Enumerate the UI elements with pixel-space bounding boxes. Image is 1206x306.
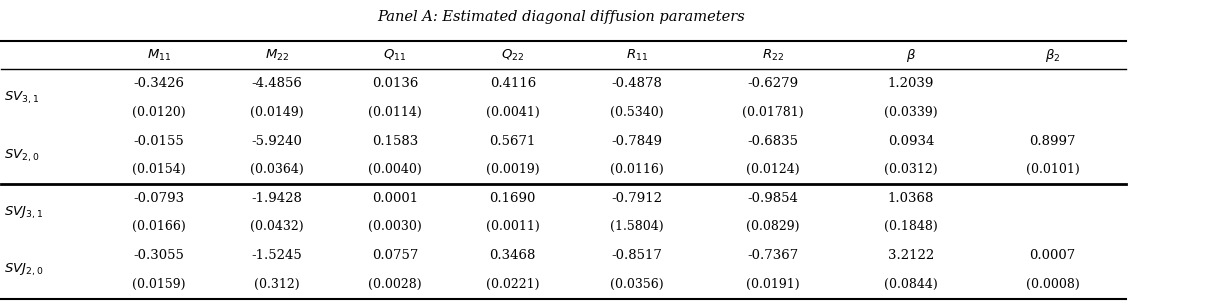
- Text: $SVJ_{3,1}$: $SVJ_{3,1}$: [4, 204, 43, 221]
- Text: (0.0339): (0.0339): [884, 106, 938, 119]
- Text: (0.0364): (0.0364): [250, 163, 304, 176]
- Text: $M_{22}$: $M_{22}$: [265, 47, 289, 63]
- Text: (0.0040): (0.0040): [368, 163, 422, 176]
- Text: $SVJ_{2,0}$: $SVJ_{2,0}$: [4, 262, 43, 278]
- Text: 0.0001: 0.0001: [371, 192, 418, 205]
- Text: 0.8997: 0.8997: [1029, 135, 1076, 147]
- Text: (0.0030): (0.0030): [368, 220, 422, 233]
- Text: (0.0114): (0.0114): [368, 106, 422, 119]
- Text: $Q_{11}$: $Q_{11}$: [384, 47, 406, 63]
- Text: $Q_{22}$: $Q_{22}$: [502, 47, 525, 63]
- Text: Panel A: Estimated diagonal diffusion parameters: Panel A: Estimated diagonal diffusion pa…: [377, 10, 745, 24]
- Text: $R_{22}$: $R_{22}$: [762, 47, 784, 63]
- Text: (0.0041): (0.0041): [486, 106, 539, 119]
- Text: 0.4116: 0.4116: [490, 77, 535, 90]
- Text: -5.9240: -5.9240: [252, 135, 303, 147]
- Text: -1.5245: -1.5245: [252, 249, 303, 262]
- Text: (0.0829): (0.0829): [745, 220, 800, 233]
- Text: $R_{11}$: $R_{11}$: [626, 47, 648, 63]
- Text: (1.5804): (1.5804): [610, 220, 663, 233]
- Text: (0.0019): (0.0019): [486, 163, 539, 176]
- Text: (0.0028): (0.0028): [368, 278, 422, 291]
- Text: -4.4856: -4.4856: [252, 77, 303, 90]
- Text: (0.0120): (0.0120): [133, 106, 186, 119]
- Text: -0.7912: -0.7912: [611, 192, 662, 205]
- Text: (0.0356): (0.0356): [610, 278, 663, 291]
- Text: (0.0011): (0.0011): [486, 220, 539, 233]
- Text: $\beta_2$: $\beta_2$: [1044, 47, 1060, 64]
- Text: -0.3055: -0.3055: [134, 249, 185, 262]
- Text: $\beta$: $\beta$: [906, 47, 917, 64]
- Text: -0.4878: -0.4878: [611, 77, 662, 90]
- Text: $M_{11}$: $M_{11}$: [147, 47, 171, 63]
- Text: (0.0432): (0.0432): [250, 220, 304, 233]
- Text: (0.01781): (0.01781): [742, 106, 803, 119]
- Text: 0.0136: 0.0136: [371, 77, 418, 90]
- Text: 1.2039: 1.2039: [888, 77, 935, 90]
- Text: (0.5340): (0.5340): [610, 106, 663, 119]
- Text: (0.0101): (0.0101): [1025, 163, 1079, 176]
- Text: 0.1583: 0.1583: [371, 135, 418, 147]
- Text: -0.6835: -0.6835: [748, 135, 798, 147]
- Text: (0.0154): (0.0154): [133, 163, 186, 176]
- Text: (0.1848): (0.1848): [884, 220, 938, 233]
- Text: 0.3468: 0.3468: [490, 249, 535, 262]
- Text: (0.0149): (0.0149): [250, 106, 304, 119]
- Text: (0.0116): (0.0116): [610, 163, 663, 176]
- Text: -0.9854: -0.9854: [748, 192, 798, 205]
- Text: -0.7849: -0.7849: [611, 135, 662, 147]
- Text: -1.9428: -1.9428: [252, 192, 303, 205]
- Text: (0.0124): (0.0124): [745, 163, 800, 176]
- Text: 1.0368: 1.0368: [888, 192, 935, 205]
- Text: (0.0312): (0.0312): [884, 163, 938, 176]
- Text: (0.0191): (0.0191): [745, 278, 800, 291]
- Text: (0.0166): (0.0166): [133, 220, 186, 233]
- Text: $SV_{3,1}$: $SV_{3,1}$: [4, 90, 39, 106]
- Text: (0.0008): (0.0008): [1025, 278, 1079, 291]
- Text: $SV_{2,0}$: $SV_{2,0}$: [4, 147, 39, 164]
- Text: -0.0793: -0.0793: [134, 192, 185, 205]
- Text: 0.0007: 0.0007: [1029, 249, 1076, 262]
- Text: -0.6279: -0.6279: [747, 77, 798, 90]
- Text: -0.7367: -0.7367: [747, 249, 798, 262]
- Text: (0.0159): (0.0159): [133, 278, 186, 291]
- Text: (0.312): (0.312): [254, 278, 300, 291]
- Text: -0.3426: -0.3426: [134, 77, 185, 90]
- Text: 0.0757: 0.0757: [371, 249, 418, 262]
- Text: 0.1690: 0.1690: [490, 192, 535, 205]
- Text: -0.0155: -0.0155: [134, 135, 185, 147]
- Text: 0.5671: 0.5671: [490, 135, 535, 147]
- Text: (0.0221): (0.0221): [486, 278, 539, 291]
- Text: (0.0844): (0.0844): [884, 278, 938, 291]
- Text: -0.8517: -0.8517: [611, 249, 662, 262]
- Text: 3.2122: 3.2122: [888, 249, 935, 262]
- Text: 0.0934: 0.0934: [888, 135, 935, 147]
